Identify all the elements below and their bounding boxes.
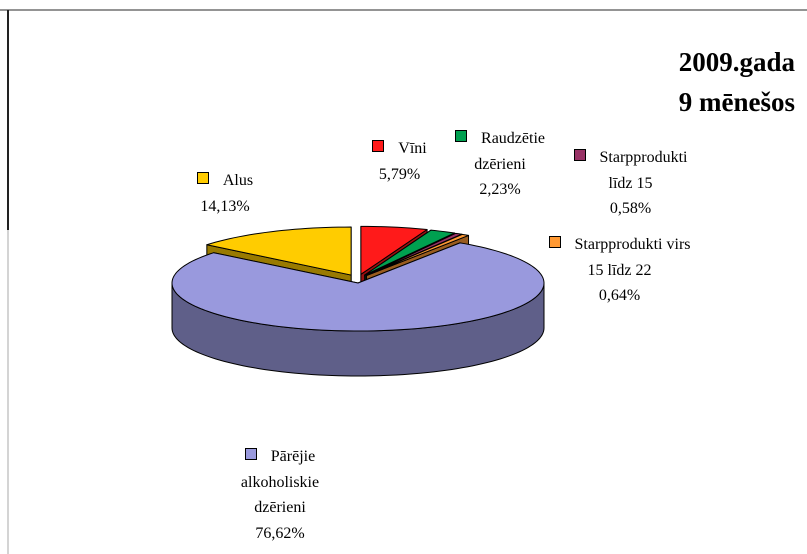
value-label: 2,23% [479,181,521,198]
slice [360,225,428,275]
value-label: 5,79% [378,165,421,183]
value-label: 14,13% [200,197,250,215]
category-label: Starpprodukti līdz 15 [599,149,688,192]
category-label: Raudzētie dzērieni [474,130,545,173]
value-label: 76,62% [255,524,305,542]
category-label: Alus [222,172,254,189]
value-label: 0,64% [598,287,641,304]
legend-swatch [455,130,468,142]
category-label: Pārējie alkoholiskie dzērieni [240,448,320,516]
title-line: 2009.gada [678,47,795,77]
chart-title: 2009.gada 9 mēnešos [679,42,795,122]
data-label: Vīni 5,79% [352,136,447,187]
legend-swatch [196,172,209,184]
legend-swatch [573,149,586,161]
data-label: Pārējie alkoholiskie dzērieni 76,62% [225,444,335,546]
slice [206,226,352,276]
slice [364,229,456,276]
legend-swatch [244,448,257,460]
title-line: 9 mēnešos [678,87,795,117]
legend-swatch [548,236,561,248]
category-label: Starpprodukti virs 15 līdz 22 [574,236,691,279]
legend-swatch [372,140,385,152]
data-label: Starpprodukti līdz 15 0,58% [563,145,698,222]
category-label: Vīni [398,140,427,157]
data-label: Alus 14,13% [165,168,285,219]
data-label: Raudzētie dzērieni 2,23% [450,126,550,203]
slice [171,242,545,332]
slice [366,233,470,277]
value-label: 0,58% [609,200,652,217]
data-label: Starpprodukti virs 15 līdz 22 0,64% [547,232,692,309]
